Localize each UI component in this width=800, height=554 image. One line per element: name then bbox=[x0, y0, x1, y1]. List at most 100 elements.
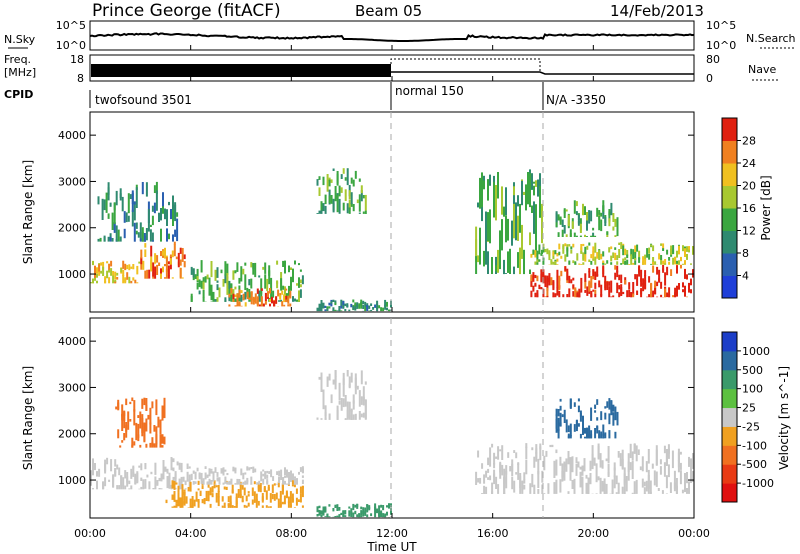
x-tick-0: 00:00 bbox=[74, 527, 106, 540]
velocity-echoes bbox=[90, 370, 694, 518]
cpid-label: CPID bbox=[4, 88, 33, 101]
noise-left-tick-top: 10^5 bbox=[56, 19, 86, 32]
power-colorbar-label: Power [dB] bbox=[759, 175, 773, 240]
noise-sky-line bbox=[89, 32, 695, 42]
cpid-segment-3: N/A -3350 bbox=[546, 93, 606, 107]
freq-label-line2: [MHz] bbox=[4, 66, 36, 79]
velocity-colorbar: -1000 -500 -100 -25 25 100 500 1000 Velocity [m… bbox=[721, 331, 791, 503]
cpid-segment-2: normal 150 bbox=[395, 84, 464, 98]
freq-line-normal bbox=[391, 71, 694, 75]
echo-region-4 bbox=[228, 288, 292, 307]
velocity-cbar-tick-0: -1000 bbox=[742, 477, 774, 490]
velocity-cbar-cell-6 bbox=[722, 369, 737, 390]
power-cbar-cell-3 bbox=[722, 208, 737, 231]
power-ytick-0: 1000 bbox=[58, 268, 86, 281]
velocity-cbar-tick-4: 25 bbox=[742, 402, 756, 415]
freq-label-line1: Freq. bbox=[4, 53, 31, 66]
velocity-cbar-cell-1 bbox=[722, 464, 737, 484]
velocity-cbar-tick-6: 500 bbox=[742, 364, 763, 377]
x-axis: 00:00 04:00 08:00 12:00 16:00 20:00 00:00 bbox=[74, 45, 710, 540]
velocity-colorbar-label-text: Velocity [m s^-1] bbox=[777, 366, 791, 470]
echo-region-0 bbox=[90, 260, 141, 284]
power-cbar-cell-4 bbox=[722, 185, 737, 209]
station-title: Prince George (fitACF) bbox=[92, 1, 281, 21]
noise-right-tick-bottom: 10^0 bbox=[706, 39, 736, 52]
power-cbar-cell-0 bbox=[722, 275, 737, 299]
noise-left-tick-bottom: 10^0 bbox=[56, 39, 86, 52]
power-cbar-cell-5 bbox=[722, 163, 737, 186]
power-ytick-3: 4000 bbox=[58, 129, 86, 142]
power-cbar-tick-3: 16 bbox=[742, 202, 756, 215]
velocity-cbar-cell-0 bbox=[722, 483, 737, 503]
power-ylabel: Slant Range [km] bbox=[21, 160, 35, 264]
power-echoes bbox=[90, 168, 694, 312]
velocity-ylabel: Slant Range [km] bbox=[21, 366, 35, 470]
power-cbar-cell-2 bbox=[722, 230, 737, 254]
echo-region-8 bbox=[530, 264, 694, 298]
power-cbar-cell-1 bbox=[722, 253, 737, 276]
velocity-cbar-tick-1: -500 bbox=[742, 458, 767, 471]
power-cbar-tick-5: 24 bbox=[742, 157, 756, 170]
power-colorbar: 4 8 12 16 20 24 28 Power [dB] bbox=[721, 117, 773, 299]
nave-label: Nave bbox=[748, 63, 776, 76]
echo-region-7 bbox=[475, 169, 543, 275]
velocity-colorbar-label: Velocity [m s^-1] bbox=[777, 366, 791, 470]
power-ytick-2: 3000 bbox=[58, 175, 86, 188]
power-cbar-tick-4: 20 bbox=[742, 180, 756, 193]
nsky-label: N.Sky bbox=[4, 33, 36, 46]
echo-region-7 bbox=[555, 398, 619, 439]
power-cbar-tick-2: 12 bbox=[742, 225, 756, 238]
beam-title: Beam 05 bbox=[355, 2, 422, 20]
x-tick-5: 20:00 bbox=[577, 527, 609, 540]
x-tick-6: 00:00 bbox=[678, 527, 710, 540]
noise-panel: N.Sky 10^5 10^0 10^5 10^0 N.Search bbox=[4, 19, 796, 52]
power-yticks: 1000 2000 3000 4000 bbox=[58, 129, 694, 281]
echo-region-3 bbox=[190, 466, 304, 485]
x-axis-label: Time UT bbox=[366, 540, 417, 554]
power-cbar-tick-0: 4 bbox=[742, 270, 749, 283]
echo-region-1 bbox=[140, 241, 186, 279]
freq-left-tick-top: 18 bbox=[70, 53, 84, 66]
echo-region-10 bbox=[555, 200, 619, 237]
velocity-ytick-3: 4000 bbox=[58, 335, 86, 348]
velocity-ytick-2: 3000 bbox=[58, 381, 86, 394]
nave-right-tick-top: 80 bbox=[706, 53, 720, 66]
power-ytick-1: 2000 bbox=[58, 222, 86, 235]
velocity-ytick-1: 2000 bbox=[58, 428, 86, 441]
velocity-cbar-cell-7 bbox=[722, 350, 737, 371]
velocity-cbar-cell-2 bbox=[722, 445, 737, 465]
echo-region-1 bbox=[115, 397, 166, 448]
velocity-cbar-tick-5: 100 bbox=[742, 383, 763, 396]
nave-dotted-line bbox=[390, 58, 541, 72]
echo-region-3 bbox=[190, 260, 304, 302]
echo-region-6 bbox=[316, 299, 392, 312]
velocity-cbar-tick-3: -25 bbox=[742, 420, 760, 433]
echo-region-9 bbox=[530, 242, 694, 265]
echo-region-5 bbox=[316, 168, 367, 214]
x-tick-2: 08:00 bbox=[275, 527, 307, 540]
velocity-yticks: 1000 2000 3000 4000 bbox=[58, 335, 694, 487]
power-cbar-cell-7 bbox=[722, 118, 737, 141]
echo-region-5 bbox=[316, 503, 392, 518]
echo-region-2 bbox=[165, 480, 304, 508]
nave-right-tick-bottom: 0 bbox=[706, 72, 713, 85]
freq-bar bbox=[91, 64, 391, 77]
echo-region-6 bbox=[475, 443, 694, 494]
noise-right-tick-top: 10^5 bbox=[706, 19, 736, 32]
cpid-row: CPID twofsound 3501 normal 150 N/A -3350 bbox=[4, 82, 606, 110]
velocity-cbar-cell-5 bbox=[722, 388, 737, 409]
velocity-cbar-cell-4 bbox=[722, 407, 737, 427]
power-panel: Slant Range [km] 1000 2000 3000 4000 4 8 12 16… bbox=[21, 111, 773, 313]
velocity-cbar-tick-2: -100 bbox=[742, 439, 767, 452]
velocity-ytick-0: 1000 bbox=[58, 474, 86, 487]
velocity-cbar-tick-7: 1000 bbox=[742, 345, 770, 358]
x-tick-1: 04:00 bbox=[175, 527, 207, 540]
cpid-segment-1: twofsound 3501 bbox=[95, 93, 192, 107]
freq-left-tick-bottom: 8 bbox=[77, 72, 84, 85]
echo-region-2 bbox=[97, 181, 179, 242]
power-cbar-cell-6 bbox=[722, 140, 737, 164]
velocity-cbar-cell-8 bbox=[722, 332, 737, 352]
velocity-cbar-cell-3 bbox=[722, 426, 737, 446]
